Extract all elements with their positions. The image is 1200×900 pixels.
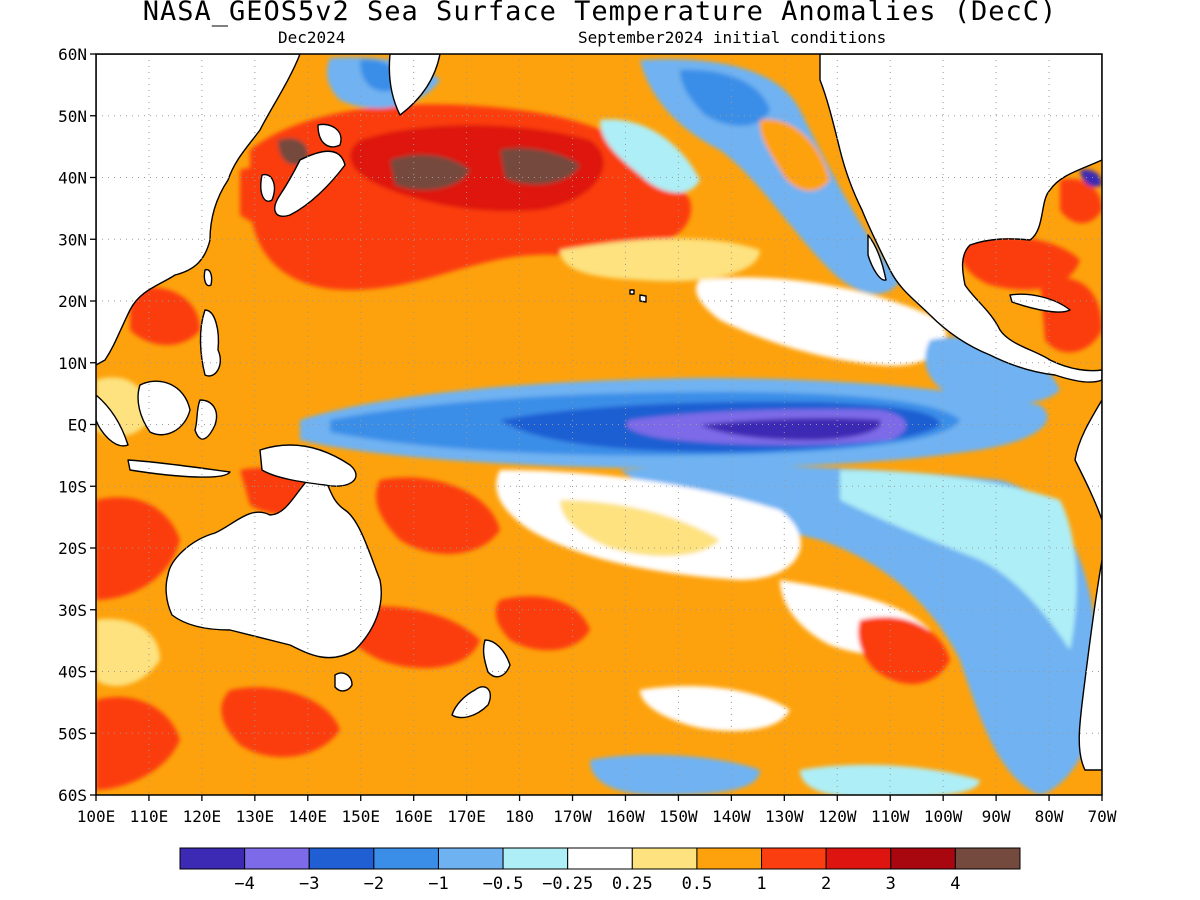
colorbar-swatch bbox=[567, 847, 633, 870]
colorbar-label: 1 bbox=[756, 874, 766, 894]
colorbar-label: 2 bbox=[821, 874, 831, 894]
colorbar-label: −4 bbox=[234, 874, 254, 894]
lat-tick-label: 50S bbox=[58, 724, 87, 743]
lat-tick-label: 20N bbox=[58, 292, 87, 311]
lon-tick-label: 140W bbox=[712, 807, 751, 826]
colorbar-swatch bbox=[761, 847, 827, 870]
lat-tick-label: 60N bbox=[58, 45, 87, 64]
colorbar-swatch bbox=[308, 847, 375, 870]
lat-tick-label: 40N bbox=[58, 169, 87, 188]
lon-tick-label: 130W bbox=[765, 807, 804, 826]
coastlines bbox=[96, 54, 1102, 771]
lat-tick-label: 10S bbox=[58, 477, 87, 496]
initial-conditions: September2024 initial conditions bbox=[578, 28, 887, 47]
lon-tick-label: 110W bbox=[871, 807, 910, 826]
colorbar-label: −0.5 bbox=[483, 874, 524, 894]
colorbar-swatch bbox=[244, 847, 310, 870]
colorbar-swatch bbox=[954, 847, 1021, 870]
latitude-axis: 60N 50N 40N 30N 20N 10N EQ 10S 20S 30S 40S 50S 60S bbox=[58, 45, 96, 805]
map-title: NASA_GEOS5v2 Sea Surface Temperature Ano… bbox=[142, 0, 1058, 27]
lon-tick-label: 90W bbox=[982, 807, 1011, 826]
lon-tick-label: 170E bbox=[447, 807, 486, 826]
colorbar-label: −2 bbox=[364, 874, 384, 894]
colorbar-label: −1 bbox=[428, 874, 448, 894]
colorbar-label: −3 bbox=[299, 874, 319, 894]
lat-tick-label: 10N bbox=[58, 354, 87, 373]
lat-tick-label: 40S bbox=[58, 663, 87, 682]
lon-tick-label: 120W bbox=[818, 807, 857, 826]
colorbar-swatch bbox=[502, 847, 569, 870]
lon-tick-label: 150W bbox=[659, 807, 698, 826]
colorbar-label: 0.5 bbox=[682, 874, 713, 894]
colorbar-swatch bbox=[890, 847, 956, 870]
colorbar-swatch bbox=[696, 847, 763, 870]
lat-tick-label: 60S bbox=[58, 786, 87, 805]
lon-tick-label: 130E bbox=[236, 807, 275, 826]
lon-tick-label: 70W bbox=[1088, 807, 1117, 826]
lat-tick-label: 30S bbox=[58, 601, 87, 620]
lon-tick-label: 100E bbox=[77, 807, 116, 826]
lon-tick-label: 160E bbox=[394, 807, 433, 826]
colorbar-label: 0.25 bbox=[612, 874, 653, 894]
colorbar-label: −0.25 bbox=[542, 874, 593, 894]
lon-tick-label: 180 bbox=[505, 807, 534, 826]
colorbar-swatch bbox=[179, 847, 246, 870]
colorbar-label: 3 bbox=[886, 874, 896, 894]
lat-tick-label: 20S bbox=[58, 539, 87, 558]
colorbar-swatch bbox=[373, 847, 439, 870]
lon-tick-label: 80W bbox=[1035, 807, 1064, 826]
lat-tick-label: EQ bbox=[68, 416, 87, 435]
lat-tick-label: 30N bbox=[58, 230, 87, 249]
anomaly-field bbox=[96, 54, 1102, 795]
lon-tick-label: 140E bbox=[289, 807, 328, 826]
lat-tick-label: 50N bbox=[58, 107, 87, 126]
lon-tick-label: 160W bbox=[606, 807, 645, 826]
lon-tick-label: 150E bbox=[341, 807, 380, 826]
lon-tick-label: 120E bbox=[183, 807, 222, 826]
colorbar-label: 4 bbox=[950, 874, 960, 894]
colorbar-swatch bbox=[825, 847, 892, 870]
forecast-month: Dec2024 bbox=[278, 28, 346, 47]
colorbar: −4 −3 −2 −1 −0.5 −0.25 0.25 0.5 1 2 3 4 bbox=[179, 847, 1021, 894]
lon-tick-label: 100W bbox=[924, 807, 963, 826]
lon-tick-label: 170W bbox=[553, 807, 592, 826]
longitude-axis: 100E 110E 120E 130E 140E 150E 160E 170E 180 170W 1… bbox=[77, 795, 1117, 826]
colorbar-swatch bbox=[631, 847, 698, 870]
colorbar-swatch bbox=[437, 847, 504, 870]
lon-tick-label: 110E bbox=[130, 807, 169, 826]
